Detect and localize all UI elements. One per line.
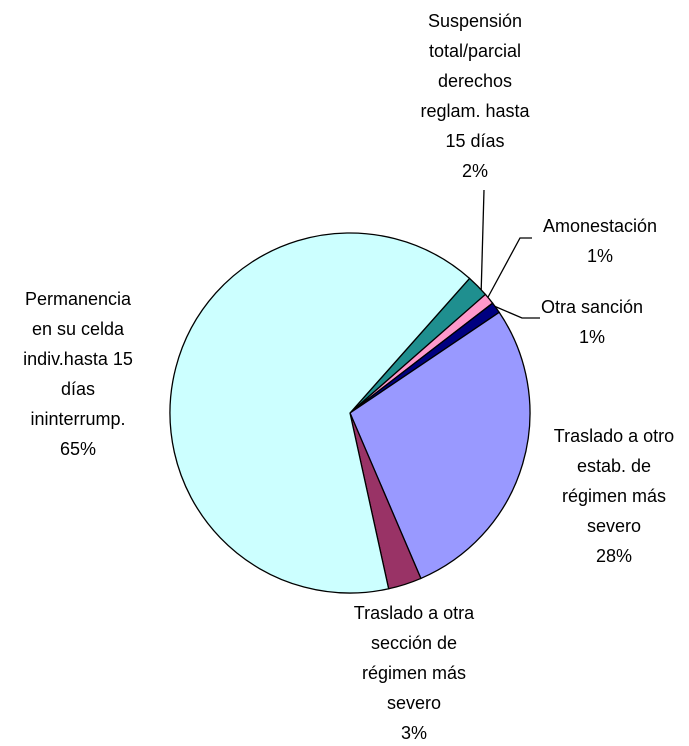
pie-slice [169,232,471,594]
slice-label: días [61,379,95,399]
slice-label: Suspensión [428,11,522,31]
value-label: 1% [587,246,613,266]
slice-label: 15 días [445,131,504,151]
slice-label: severo [387,693,441,713]
slice-label: sección de [371,633,457,653]
slice-label: en su celda [32,319,125,339]
leader-line [480,189,485,298]
slice-label: total/parcial [429,41,521,61]
leader-line [493,305,540,319]
slice-label: Permanencia [25,289,132,309]
slice-label: Otra sanción [541,297,643,317]
slice-label: Traslado a otro [554,426,674,446]
slice-label: derechos [438,71,512,91]
value-label: 1% [579,327,605,347]
slice-label: régimen más [362,663,466,683]
value-label: 28% [596,546,632,566]
slice-label: régimen más [562,486,666,506]
value-label: 65% [60,439,96,459]
slice-label: reglam. hasta [420,101,530,121]
slice-label: severo [587,516,641,536]
slice-label: estab. de [577,456,651,476]
pie-slice [349,311,531,580]
value-label: 3% [401,723,427,743]
slice-label: indiv.hasta 15 [23,349,133,369]
slice-label: Traslado a otra [354,603,475,623]
leader-line [486,237,532,300]
leader-lines [480,189,540,319]
slice-label: ininterrump. [30,409,125,429]
slice-label: Amonestación [543,216,657,236]
value-label: 2% [462,161,488,181]
